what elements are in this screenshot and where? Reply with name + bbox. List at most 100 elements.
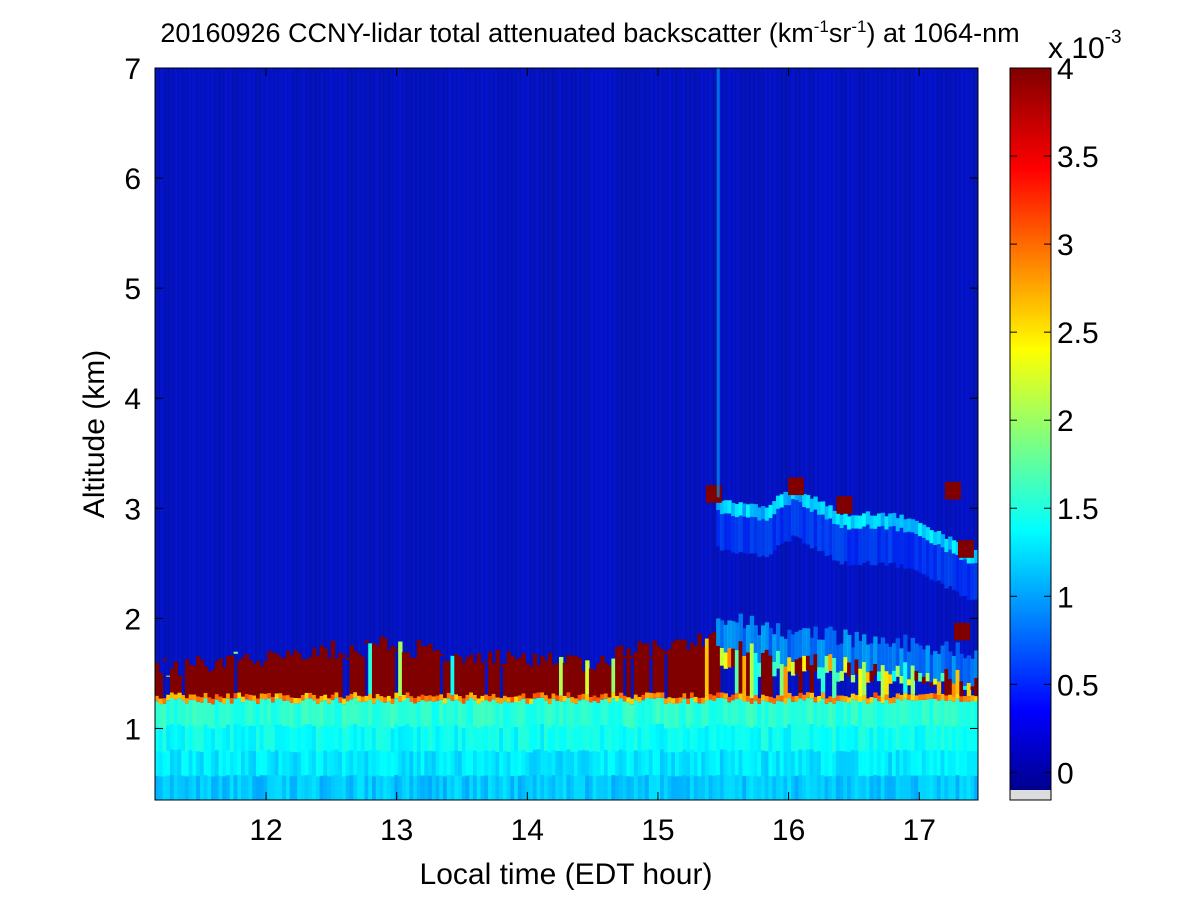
surface-layer-cell (746, 725, 751, 752)
cloud-base-fringe (510, 696, 515, 703)
boundary-layer-cloud-cell (379, 636, 384, 697)
y-tick-label: 3 (124, 493, 141, 526)
surface-layer-cell (585, 725, 590, 751)
surface-layer-cell (375, 774, 381, 800)
surface-layer-cell (891, 702, 897, 728)
colorbar-tick-label: 3.5 (1057, 141, 1099, 174)
surface-layer-cell (398, 701, 403, 727)
surface-layer-cell (293, 703, 298, 729)
surface-layer-cell (226, 724, 231, 750)
haze-cell (854, 631, 859, 660)
haze-cell (910, 637, 916, 666)
boundary-layer-cloud-cell (596, 663, 601, 698)
boundary-layer-cloud-cell (233, 651, 238, 654)
boundary-layer-cloud-cell (487, 651, 493, 696)
cloud-base-fringe (248, 694, 253, 701)
surface-layer-cell (873, 774, 878, 800)
surface-layer-cell (865, 703, 871, 729)
background-column (411, 68, 417, 800)
background-column (955, 68, 961, 800)
background-column (936, 68, 942, 800)
cloud-base-fringe (472, 694, 478, 701)
upper-layer-cell (944, 538, 949, 553)
surface-layer-cell (510, 726, 515, 752)
surface-layer-cell (618, 774, 624, 800)
surface-layer-cell (226, 749, 231, 776)
boundary-layer-cloud-cell (772, 661, 777, 677)
surface-layer-cell (873, 723, 878, 750)
surface-layer-cell (416, 775, 422, 800)
surface-layer-cell (895, 749, 901, 776)
cloud-base-fringe (622, 695, 627, 702)
boundary-layer-cloud-cell (790, 661, 796, 676)
cloud-base-fringe (641, 694, 646, 701)
surface-layer-cell (895, 698, 901, 725)
x-tick-label: 13 (380, 814, 413, 847)
surface-layer-cell (828, 775, 833, 800)
surface-layer-cell (764, 726, 770, 752)
background-column (264, 68, 270, 800)
background-column (749, 68, 755, 800)
upper-layer-cell (921, 524, 927, 538)
surface-layer-cell (701, 751, 706, 777)
boundary-layer-cloud-cell (891, 670, 897, 682)
background-column (392, 68, 398, 800)
boundary-layer-cloud-cell (622, 656, 627, 659)
surface-layer-cell (862, 700, 867, 726)
cloud-base-fringe (966, 696, 972, 702)
surface-layer-cell (222, 727, 227, 753)
surface-layer-cell (547, 752, 553, 777)
haze-cell (828, 626, 833, 655)
boundary-layer-cloud-cell (768, 655, 773, 697)
surface-layer-cell (742, 701, 747, 727)
surface-layer-cell (802, 775, 807, 800)
surface-layer-cell (499, 703, 504, 729)
surface-layer-cell (360, 702, 366, 728)
surface-layer-cell (353, 697, 358, 724)
surface-layer-cell (835, 775, 841, 800)
surface-layer-cell (465, 775, 470, 800)
surface-layer-cell (495, 727, 500, 752)
upper-layer-tail (888, 526, 893, 564)
upper-layer-tail (854, 528, 859, 565)
upper-layer-tail (884, 529, 889, 566)
upper-layer-tail (775, 508, 781, 546)
boundary-layer-cloud-cell (802, 655, 807, 672)
boundary-layer-cloud-cell (862, 661, 867, 695)
surface-layer-cell (562, 725, 568, 752)
surface-layer-cell (615, 775, 620, 800)
surface-layer-cell (155, 725, 160, 752)
cloud-base-fringe (405, 692, 410, 698)
cloud-base-fringe (536, 692, 541, 698)
surface-layer-cell (648, 749, 654, 776)
boundary-layer-cloud-cell (398, 641, 403, 697)
surface-layer-cell (207, 775, 212, 800)
cloud-base-fringe (888, 697, 893, 704)
surface-layer-cell (577, 700, 583, 726)
surface-layer-cell (641, 750, 646, 776)
surface-layer-cell (514, 775, 519, 800)
surface-layer-cell (828, 750, 833, 776)
boundary-layer-cloud-cell (903, 662, 908, 694)
cloud-base-fringe (226, 693, 231, 699)
boundary-layer-cloud-cell (914, 670, 919, 681)
upper-layer-tail (832, 524, 837, 561)
surface-layer-cell (544, 725, 549, 751)
surface-layer-cell (963, 701, 968, 727)
boundary-layer-cloud-cell (282, 658, 287, 696)
surface-layer-cell (974, 701, 978, 727)
surface-layer-cell (903, 749, 908, 776)
surface-layer-cell (424, 750, 429, 776)
cloud-base-fringe (615, 695, 620, 702)
boundary-layer-cloud-cell (809, 665, 814, 693)
surface-layer-cell (529, 776, 534, 800)
surface-layer-cell (588, 751, 594, 777)
surface-layer-cell (499, 727, 504, 753)
haze-cell (865, 644, 871, 673)
boundary-layer-cloud-cell (551, 664, 556, 694)
boundary-layer-cloud-cell (783, 666, 788, 699)
surface-layer-cell (603, 774, 609, 800)
surface-layer-cell (487, 750, 493, 776)
surface-layer-cell (443, 751, 448, 777)
boundary-layer-cloud-cell (285, 651, 291, 696)
